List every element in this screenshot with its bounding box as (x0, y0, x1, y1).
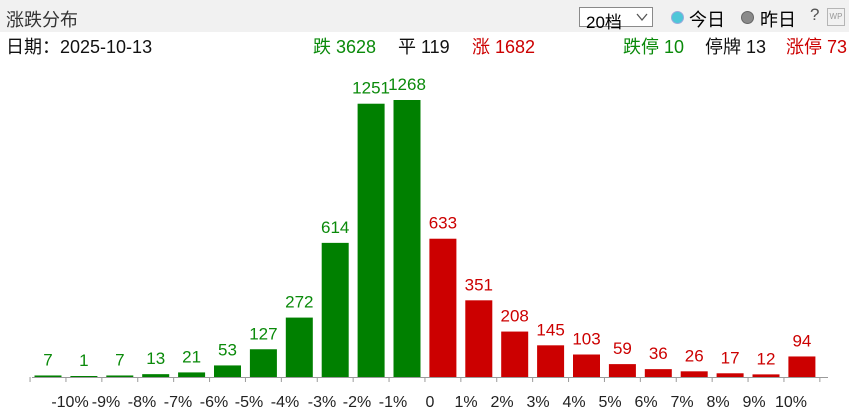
x-tick-label: 7% (670, 394, 693, 410)
bar (393, 100, 421, 377)
x-tick-label: 3% (526, 394, 549, 410)
bar-value-label: 17 (721, 348, 740, 367)
bar-value-label: 94 (792, 331, 811, 350)
bar-value-label: 59 (613, 339, 632, 358)
bar-value-label: 1251 (352, 79, 390, 98)
radio-yesterday[interactable] (741, 11, 754, 24)
x-tick-label: 9% (742, 394, 765, 410)
bar (537, 345, 565, 377)
x-tick-label: -2% (343, 394, 371, 410)
x-tick-label: -3% (308, 394, 336, 410)
x-tick-label: 1% (454, 394, 477, 410)
x-tick-label: 5% (598, 394, 621, 410)
chevron-down-icon (636, 13, 648, 22)
down-count: 跌 3628 (313, 37, 377, 57)
x-tick-label: -4% (271, 394, 299, 410)
radio-yesterday-label[interactable]: 昨日 (760, 10, 796, 30)
up-count: 涨 1682 (472, 37, 536, 57)
bar (249, 349, 277, 377)
bar-value-label: 272 (285, 293, 313, 312)
x-tick-label: 0 (426, 394, 435, 410)
bar-value-label: 1 (79, 351, 88, 370)
bar-value-label: 36 (649, 344, 668, 363)
bar (788, 356, 816, 377)
bar-value-label: 26 (685, 346, 704, 365)
bar (465, 300, 493, 377)
bar (429, 238, 457, 377)
x-tick-label: 4% (562, 394, 585, 410)
bar (106, 375, 134, 377)
bar (573, 354, 600, 377)
bar-value-label: 208 (501, 307, 529, 326)
bar (178, 372, 206, 377)
date-label: 日期：2025-10-13 (6, 37, 153, 57)
bar (285, 317, 313, 377)
panel-title: 涨跌分布 (6, 10, 78, 30)
suspended-count: 停牌 13 (705, 37, 767, 57)
radio-today[interactable] (671, 11, 684, 24)
help-icon[interactable]: ? (810, 5, 820, 24)
bar-value-label: 633 (429, 214, 457, 233)
bar-value-label: 21 (182, 347, 201, 366)
x-tick-label: 6% (634, 394, 657, 410)
x-tick-label: 8% (706, 394, 729, 410)
levels-dropdown[interactable]: 20档 (579, 7, 653, 32)
bar (321, 242, 349, 377)
x-tick-label: -10% (51, 394, 88, 410)
bar (214, 365, 241, 377)
bar-value-label: 351 (465, 275, 493, 294)
bar-value-label: 145 (536, 320, 564, 339)
bar (501, 331, 529, 377)
bar (608, 364, 636, 377)
x-tick-label: -8% (128, 394, 156, 410)
bar-value-label: 13 (146, 349, 165, 368)
bar (680, 371, 708, 377)
radio-today-label[interactable]: 今日 (689, 10, 725, 30)
bar-value-label: 1268 (388, 75, 426, 94)
x-tick-label: -9% (92, 394, 120, 410)
bar (70, 376, 98, 377)
levels-dropdown-value: 20档 (586, 13, 622, 32)
x-tick-label: 2% (490, 394, 513, 410)
bar (142, 374, 170, 377)
bar (716, 373, 744, 377)
x-tick-label: -1% (379, 394, 407, 410)
bar-value-label: 103 (572, 329, 600, 348)
bar-value-label: 53 (218, 340, 237, 359)
x-tick-label: -5% (235, 394, 263, 410)
x-tick-label: 10% (775, 394, 807, 410)
bar (752, 374, 780, 377)
bar (644, 369, 672, 377)
bar-value-label: 7 (43, 350, 52, 369)
bar (357, 103, 385, 378)
limit-up-count: 涨停 73 (786, 37, 848, 57)
bar-value-label: 7 (115, 350, 124, 369)
bar-value-label: 614 (321, 218, 349, 237)
bar-value-label: 12 (757, 349, 776, 368)
x-tick-label: -6% (200, 394, 228, 410)
bar-value-label: 127 (249, 324, 277, 343)
bar (34, 375, 62, 377)
title-bar: 涨跌分布 20档 今日 昨日 ? WP (0, 0, 849, 32)
wp-icon[interactable]: WP (827, 8, 845, 26)
limit-down-count: 跌停 10 (623, 37, 685, 57)
x-tick-label: -7% (164, 394, 192, 410)
flat-count: 平 119 (398, 37, 450, 57)
